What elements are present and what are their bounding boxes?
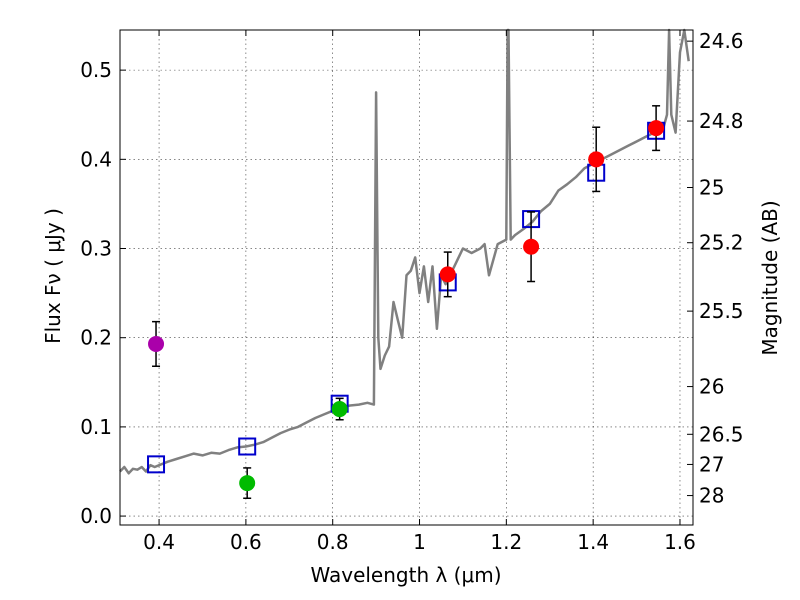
x-tick-label: 1.2 [490,530,522,554]
y-tick-label: 0.3 [80,237,112,261]
y-axis-label: Flux Fν ( μJy ) [41,208,65,344]
y-tick-label: 0.5 [80,58,112,82]
magnitude-tick-label: 27 [699,452,724,476]
magnitude-tick-label: 26 [699,375,724,399]
x-tick-label: 1.6 [664,530,696,554]
y-tick-label: 0.0 [80,504,112,528]
x-tick-label: 0.4 [143,530,175,554]
x-axis-label: Wavelength λ (μm) [310,563,501,587]
magnitude-tick-label: 25.2 [699,231,744,255]
magnitude-tick-label: 25 [699,176,724,200]
x-tick-label: 1.4 [577,530,609,554]
magnitude-tick-label: 26.5 [699,422,744,446]
detection-point [588,151,605,168]
model-photometry-square [147,455,166,474]
detection-point [331,401,348,418]
y-tick-label: 0.4 [80,147,112,171]
y-tick-label: 0.1 [80,415,112,439]
detection-point [239,475,256,492]
axis-ticks: 0.4 0.6 0.8 1 1.2 1.4 1.6 0.0 0.1 0.2 0.3 0.4 0.5 24.… [80,29,743,554]
plot-frame [119,29,694,526]
right-axis-label: Magnitude (AB) [758,200,782,355]
magnitude-tick-label: 25.5 [699,299,744,323]
magnitude-tick-label: 24.8 [699,109,744,133]
detection-point [148,335,165,352]
grid [120,30,693,525]
detection-point [648,120,665,137]
x-tick-label: 1 [413,530,426,554]
x-tick-label: 0.6 [230,530,262,554]
detection-point [523,238,540,255]
magnitude-tick-label: 28 [699,484,724,508]
model-photometry-square [238,437,257,456]
x-tick-label: 0.8 [317,530,349,554]
data-points [147,105,666,499]
y-tick-label: 0.2 [80,326,112,350]
detection-point [439,266,456,283]
magnitude-tick-label: 24.6 [699,29,744,53]
